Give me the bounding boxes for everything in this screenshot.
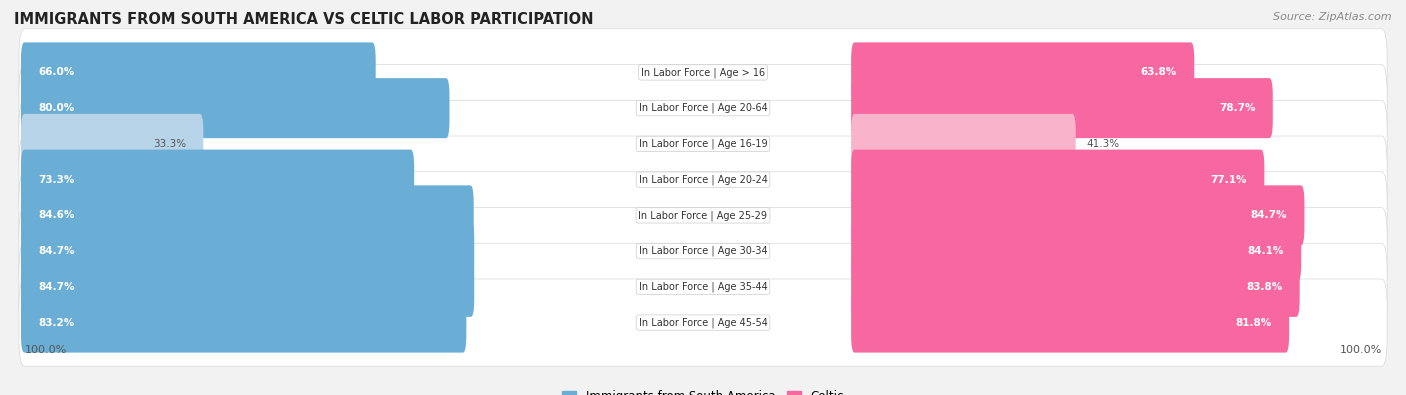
Text: 83.8%: 83.8% (1246, 282, 1282, 292)
FancyBboxPatch shape (851, 114, 1076, 174)
Text: 77.1%: 77.1% (1211, 175, 1247, 184)
Text: 41.3%: 41.3% (1085, 139, 1119, 149)
Text: In Labor Force | Age 20-64: In Labor Force | Age 20-64 (638, 103, 768, 113)
FancyBboxPatch shape (21, 78, 450, 138)
FancyBboxPatch shape (21, 221, 474, 281)
Text: 100.0%: 100.0% (24, 345, 66, 355)
Legend: Immigrants from South America, Celtic: Immigrants from South America, Celtic (557, 385, 849, 395)
Text: In Labor Force | Age > 16: In Labor Force | Age > 16 (641, 67, 765, 78)
Text: 80.0%: 80.0% (38, 103, 75, 113)
FancyBboxPatch shape (851, 150, 1264, 210)
Text: 84.7%: 84.7% (38, 282, 75, 292)
FancyBboxPatch shape (18, 64, 1388, 152)
FancyBboxPatch shape (851, 185, 1305, 245)
FancyBboxPatch shape (18, 136, 1388, 223)
Text: 84.1%: 84.1% (1247, 246, 1284, 256)
Text: Source: ZipAtlas.com: Source: ZipAtlas.com (1274, 12, 1392, 22)
FancyBboxPatch shape (18, 243, 1388, 331)
FancyBboxPatch shape (21, 293, 467, 353)
Text: 100.0%: 100.0% (1340, 345, 1382, 355)
Text: In Labor Force | Age 16-19: In Labor Force | Age 16-19 (638, 139, 768, 149)
Text: 84.7%: 84.7% (1251, 211, 1286, 220)
FancyBboxPatch shape (851, 221, 1301, 281)
Text: 66.0%: 66.0% (38, 68, 75, 77)
Text: In Labor Force | Age 35-44: In Labor Force | Age 35-44 (638, 282, 768, 292)
Text: 84.6%: 84.6% (38, 211, 75, 220)
Text: IMMIGRANTS FROM SOUTH AMERICA VS CELTIC LABOR PARTICIPATION: IMMIGRANTS FROM SOUTH AMERICA VS CELTIC … (14, 12, 593, 27)
FancyBboxPatch shape (851, 78, 1272, 138)
FancyBboxPatch shape (18, 100, 1388, 188)
Text: 33.3%: 33.3% (153, 139, 186, 149)
Text: In Labor Force | Age 30-34: In Labor Force | Age 30-34 (638, 246, 768, 256)
Text: 84.7%: 84.7% (38, 246, 75, 256)
Text: 78.7%: 78.7% (1219, 103, 1256, 113)
FancyBboxPatch shape (21, 42, 375, 102)
Text: In Labor Force | Age 45-54: In Labor Force | Age 45-54 (638, 317, 768, 328)
FancyBboxPatch shape (18, 29, 1388, 116)
FancyBboxPatch shape (18, 279, 1388, 366)
Text: 81.8%: 81.8% (1236, 318, 1272, 327)
FancyBboxPatch shape (21, 114, 204, 174)
Text: In Labor Force | Age 20-24: In Labor Force | Age 20-24 (638, 174, 768, 185)
FancyBboxPatch shape (851, 293, 1289, 353)
Text: 63.8%: 63.8% (1140, 68, 1177, 77)
Text: In Labor Force | Age 25-29: In Labor Force | Age 25-29 (638, 210, 768, 221)
FancyBboxPatch shape (18, 172, 1388, 259)
FancyBboxPatch shape (21, 185, 474, 245)
Text: 83.2%: 83.2% (38, 318, 75, 327)
FancyBboxPatch shape (21, 150, 415, 210)
FancyBboxPatch shape (18, 207, 1388, 295)
FancyBboxPatch shape (851, 257, 1299, 317)
Text: 73.3%: 73.3% (38, 175, 75, 184)
FancyBboxPatch shape (21, 257, 474, 317)
FancyBboxPatch shape (851, 42, 1194, 102)
